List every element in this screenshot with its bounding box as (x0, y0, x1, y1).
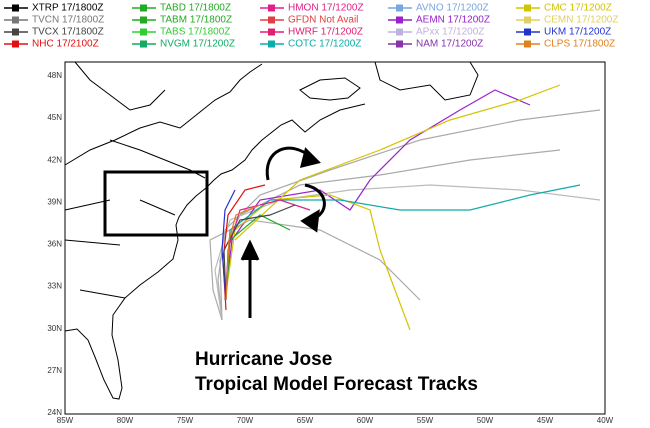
legend-label: APxx 17/1200Z (416, 27, 484, 38)
legend-marker (140, 4, 147, 12)
latitude-label: 48N (47, 71, 62, 80)
longitude-label: 80W (117, 416, 134, 425)
legend-marker (140, 40, 147, 48)
legend-marker (268, 16, 275, 24)
latitude-label: 45N (47, 113, 62, 122)
legend-marker (524, 40, 531, 48)
legend-marker (268, 4, 275, 12)
legend-label: HMON 17/1200Z (288, 3, 364, 14)
latitude-label: 30N (47, 324, 62, 333)
legend-label: CEMN 17/1200Z (544, 15, 618, 26)
legend-label: AVNO 17/1200Z (416, 3, 489, 14)
legend-marker (396, 28, 403, 36)
legend-label: TABS 17/1800Z (160, 27, 230, 38)
legend-marker (12, 16, 19, 24)
longitude-label: 75W (177, 416, 194, 425)
latitude-label: 27N (47, 366, 62, 375)
latitude-label: 24N (47, 408, 62, 417)
model-tracks (209, 84, 601, 331)
legend-marker (524, 16, 531, 24)
legend-marker (524, 28, 531, 36)
arrows (240, 146, 326, 318)
longitude-label: 60W (357, 416, 374, 425)
latitude-label: 42N (47, 155, 62, 164)
legend-marker (268, 40, 275, 48)
longitude-label: 65W (297, 416, 314, 425)
latitude-label: 33N (47, 282, 62, 291)
legend-label: COTC 17/1200Z (288, 39, 361, 50)
legend: XTRP 17/1800Z TABD 17/1800Z HMON 17/1200Z A… (4, 3, 618, 50)
legend-label: UKM 17/1200Z (544, 27, 611, 38)
legend-label: TABD 17/1800Z (160, 3, 231, 14)
legend-label: HWRF 17/1200Z (288, 27, 363, 38)
legend-marker (12, 4, 19, 12)
longitude-label: 70W (237, 416, 254, 425)
longitude-label: 55W (417, 416, 434, 425)
legend-label: CMC 17/1200Z (544, 3, 612, 14)
legend-label: CLPS 17/1800Z (544, 39, 615, 50)
legend-marker (396, 4, 403, 12)
legend-marker (12, 40, 19, 48)
legend-label: TABM 17/1800Z (160, 15, 232, 26)
longitude-label: 50W (477, 416, 494, 425)
legend-label: XTRP 17/1800Z (32, 3, 104, 14)
longitude-label: 40W (597, 416, 614, 425)
legend-marker (140, 28, 147, 36)
legend-label: NAM 17/1200Z (416, 39, 483, 50)
legend-marker (268, 28, 275, 36)
highlight-box (103, 170, 209, 237)
longitude-label: 85W (57, 416, 74, 425)
legend-marker (12, 28, 19, 36)
legend-label: TVCX 17/1800Z (32, 27, 104, 38)
latitude-label: 39N (47, 197, 62, 206)
legend-label: GFDN Not Avail (288, 15, 358, 26)
legend-marker (140, 16, 147, 24)
legend-marker (396, 16, 403, 24)
latitude-label: 36N (47, 240, 62, 249)
legend-label: NVGM 17/1200Z (160, 39, 235, 50)
coastlines (64, 61, 479, 400)
legend-label: TVCN 17/1800Z (32, 15, 104, 26)
annotation-line: Hurricane Jose (195, 349, 332, 370)
annotation-line: Tropical Model Forecast Tracks (195, 374, 478, 395)
legend-label: NHC 17/2100Z (32, 39, 99, 50)
longitude-label: 45W (537, 416, 554, 425)
legend-marker (396, 40, 403, 48)
legend-label: AEMN 17/1200Z (416, 15, 490, 26)
legend-marker (524, 4, 531, 12)
